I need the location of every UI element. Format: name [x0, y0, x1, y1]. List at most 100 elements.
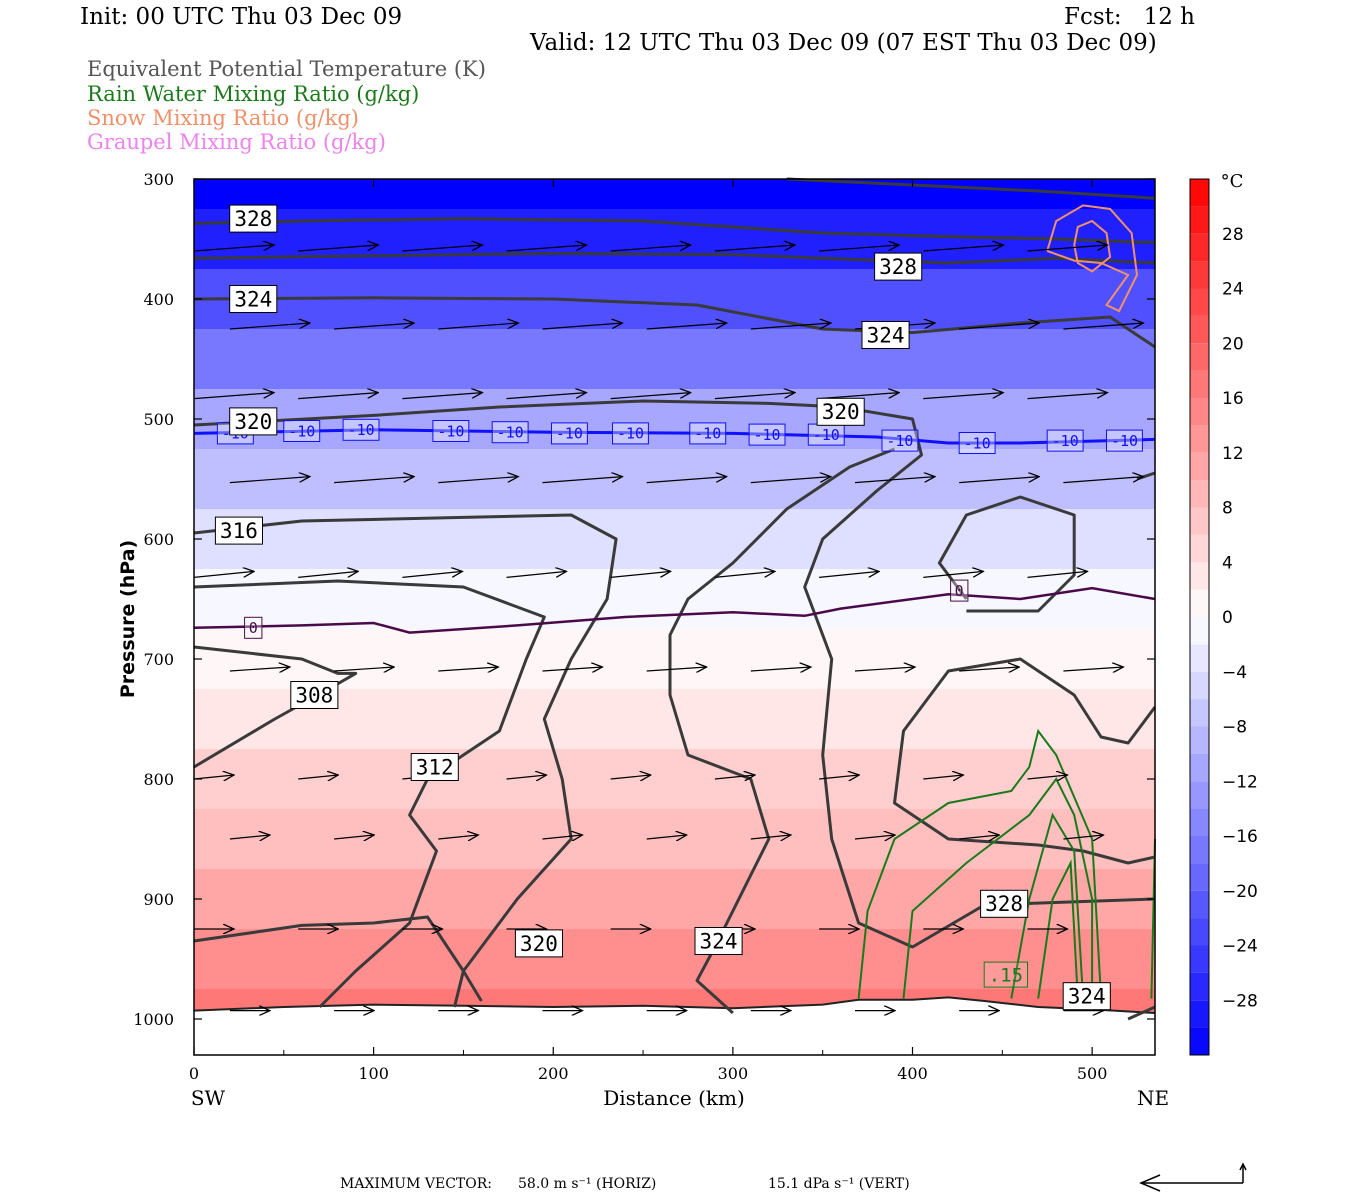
theta-e-label-box [816, 397, 865, 426]
theta-e-label: 316 [220, 519, 258, 543]
colorbar-unit: °C [1221, 171, 1244, 192]
theta-e-label-box [229, 285, 278, 313]
colorbar-tick-label: −4 [1222, 663, 1247, 683]
wind-vector [542, 323, 623, 330]
colorbar-swatch [1190, 589, 1209, 617]
theta-e-label-box [980, 889, 1029, 918]
wind-vector [506, 571, 567, 578]
colorbar-swatch [1190, 671, 1209, 700]
theta-e-contour [193, 251, 1156, 265]
colorbar-tick-label: −8 [1222, 718, 1247, 738]
colorbar-swatch [1190, 863, 1209, 891]
isotherm-label: -10 [348, 421, 375, 439]
colorbar-swatch [1190, 808, 1209, 836]
x-axis-title: Distance (km) [603, 1086, 745, 1110]
isotherm-label: -10 [753, 426, 780, 444]
legend-snow: Snow Mixing Ratio (g/kg) [87, 106, 359, 130]
isotherm-label: -10 [617, 425, 644, 443]
theta-e-label-box [1062, 982, 1111, 1011]
x-tick-label: 400 [897, 1064, 928, 1083]
colorbar-tick-label: 4 [1222, 553, 1233, 573]
isotherm-label-box [342, 418, 380, 441]
wind-vector [1063, 323, 1143, 330]
wind-vector [714, 775, 755, 779]
temperature-band [194, 929, 1155, 989]
isotherm-label-box [432, 420, 470, 442]
y-tick-label: 600 [143, 530, 174, 549]
isotherm-label-box [748, 423, 786, 446]
rain-label: .15 [989, 964, 1023, 986]
colorbar-swatch [1190, 507, 1209, 535]
wind-vector [959, 477, 1039, 484]
wind-vector [750, 477, 831, 484]
isotherm-label-box [244, 616, 263, 639]
colorbar-swatch [1190, 288, 1209, 316]
rain-contour [857, 728, 1103, 999]
colorbar-tick-label: 28 [1222, 225, 1244, 245]
x-tick-label: 200 [538, 1064, 569, 1083]
wind-vector [229, 323, 310, 330]
isotherm-label: -10 [886, 432, 913, 450]
wind-vector [193, 393, 274, 400]
theta-e-label: 324 [867, 323, 905, 347]
colorbar-swatch [1190, 233, 1209, 262]
wind-vector [298, 393, 378, 400]
temperature-band [194, 509, 1155, 569]
wind-vector [193, 775, 234, 779]
wind-vector [610, 775, 651, 779]
wind-vector [750, 323, 831, 330]
isotherm-label: 0 [955, 582, 964, 600]
theta-e-label-box [229, 204, 278, 233]
theta-e-label-box [290, 681, 339, 709]
theta-e-label: 328 [234, 207, 272, 231]
isotherm-label: -10 [497, 423, 524, 441]
colorbar-swatch [1190, 699, 1209, 727]
wind-vector [714, 245, 795, 252]
colorbar: 28 24 20 16 12 8 4 0 −4 −8 −12 −16 −20 −24 −28 [1189, 178, 1258, 1056]
colorbar-swatch [1190, 890, 1209, 919]
temperature-band [194, 389, 1155, 449]
wind-vector [542, 477, 623, 484]
wind-vector [646, 835, 687, 839]
theta-e-label: 324 [700, 929, 738, 953]
colorbar-swatch [1190, 972, 1209, 1001]
wind-vector [334, 835, 374, 839]
theta-e-label: 320 [822, 400, 860, 424]
colorbar-tick-label: −24 [1222, 937, 1258, 957]
wind-vector [854, 477, 935, 484]
theta-e-label: 328 [985, 892, 1023, 916]
wind-vector [298, 775, 338, 779]
isotherm-label: -10 [694, 425, 721, 443]
y-tick-label: 800 [143, 770, 174, 789]
isotherm-label-box [612, 422, 649, 445]
colorbar-swatch [1190, 425, 1209, 453]
contour-labels: -10-10-10-10-10-10-10-10-10-10-10-10-10-… [214, 204, 1143, 1011]
wind-vector [819, 245, 899, 252]
wind-vector [923, 245, 1003, 252]
legend-rain: Rain Water Mixing Ratio (g/kg) [87, 82, 420, 106]
temperature-band [194, 569, 1155, 629]
colorbar-swatch [1190, 261, 1209, 289]
wind-vector [819, 571, 879, 578]
colorbar-tick-label: −16 [1222, 827, 1258, 847]
y-tick-label: 900 [143, 890, 174, 909]
reference-arrow [1139, 1162, 1247, 1192]
isotherm-label: -10 [964, 434, 991, 452]
theta-e-contour [193, 217, 1156, 245]
forecast-hour: Fcst: 12 h [1064, 4, 1195, 30]
theta-e-contour [193, 915, 483, 1002]
isotherm-label: 0 [249, 619, 258, 637]
wind-vector [193, 245, 274, 252]
theta-e-label: 320 [234, 410, 272, 434]
colorbar-swatch [1190, 398, 1209, 426]
colorbar-frame [1189, 178, 1210, 1056]
wind-vector [1027, 393, 1108, 400]
colorbar-tick-label: −20 [1222, 882, 1258, 902]
temperature-band [194, 689, 1155, 749]
wind-vector [714, 571, 775, 578]
isotherms [193, 428, 1156, 634]
theta-e-contour [1127, 1005, 1156, 1021]
colorbar-swatch [1190, 534, 1209, 563]
theta-e-label-box [694, 927, 743, 955]
wind-vector [438, 667, 498, 671]
